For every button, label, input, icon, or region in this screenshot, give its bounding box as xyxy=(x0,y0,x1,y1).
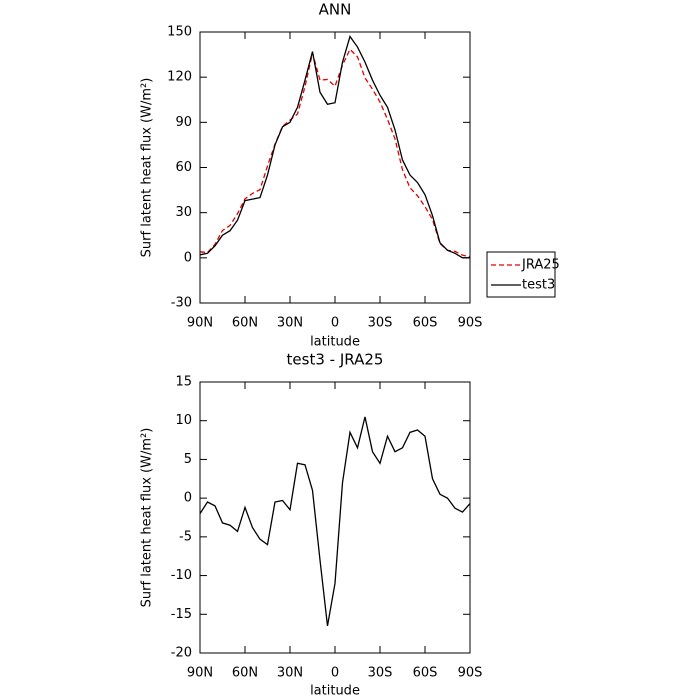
x-tick-label: 30S xyxy=(368,666,393,681)
y-tick-label: -20 xyxy=(171,646,192,661)
legend-box xyxy=(486,251,556,298)
y-tick-label: 5 xyxy=(184,452,192,467)
x-axis-label: latitude xyxy=(310,684,360,699)
legend-label: JRA25 xyxy=(521,258,560,273)
y-tick-label: -30 xyxy=(171,296,192,311)
x-tick-label: 90S xyxy=(458,316,483,331)
y-tick-label: -15 xyxy=(171,607,192,622)
y-tick-label: 10 xyxy=(175,413,192,428)
plot-frame xyxy=(199,381,471,654)
y-tick-label: 60 xyxy=(175,160,192,175)
y-tick-label: -10 xyxy=(171,568,192,583)
x-axis-label: latitude xyxy=(310,335,360,350)
x-tick-label: 30N xyxy=(277,316,303,331)
y-tick-label: 120 xyxy=(167,70,192,85)
x-tick-label: 30N xyxy=(277,666,303,681)
y-tick-label: 15 xyxy=(175,375,192,390)
legend-label: test3 xyxy=(522,278,555,293)
x-tick-label: 90N xyxy=(187,666,213,681)
line-series xyxy=(199,416,471,627)
x-tick-label: 30S xyxy=(368,316,393,331)
chart-title: test3 - JRA25 xyxy=(287,351,384,369)
x-tick-label: 60N xyxy=(232,666,258,681)
y-tick-label: 30 xyxy=(175,205,192,220)
plot-frame xyxy=(199,31,471,304)
y-tick-label: 0 xyxy=(184,491,192,506)
chart-title: ANN xyxy=(319,1,352,19)
x-tick-label: 60S xyxy=(413,316,438,331)
line-series xyxy=(199,35,470,259)
x-tick-label: 60N xyxy=(232,316,258,331)
x-tick-label: 0 xyxy=(331,666,339,681)
y-axis-label: Surf latent heat flux (W/m²) xyxy=(140,428,155,608)
x-tick-label: 90N xyxy=(187,316,213,331)
y-tick-label: 0 xyxy=(184,250,192,265)
y-axis-label: Surf latent heat flux (W/m²) xyxy=(140,78,155,258)
x-tick-label: 0 xyxy=(331,316,339,331)
x-tick-label: 60S xyxy=(413,666,438,681)
x-tick-label: 90S xyxy=(458,666,483,681)
y-tick-label: -5 xyxy=(179,529,192,544)
y-tick-label: 90 xyxy=(175,115,192,130)
y-tick-label: 150 xyxy=(167,25,192,40)
line-series xyxy=(199,48,471,258)
